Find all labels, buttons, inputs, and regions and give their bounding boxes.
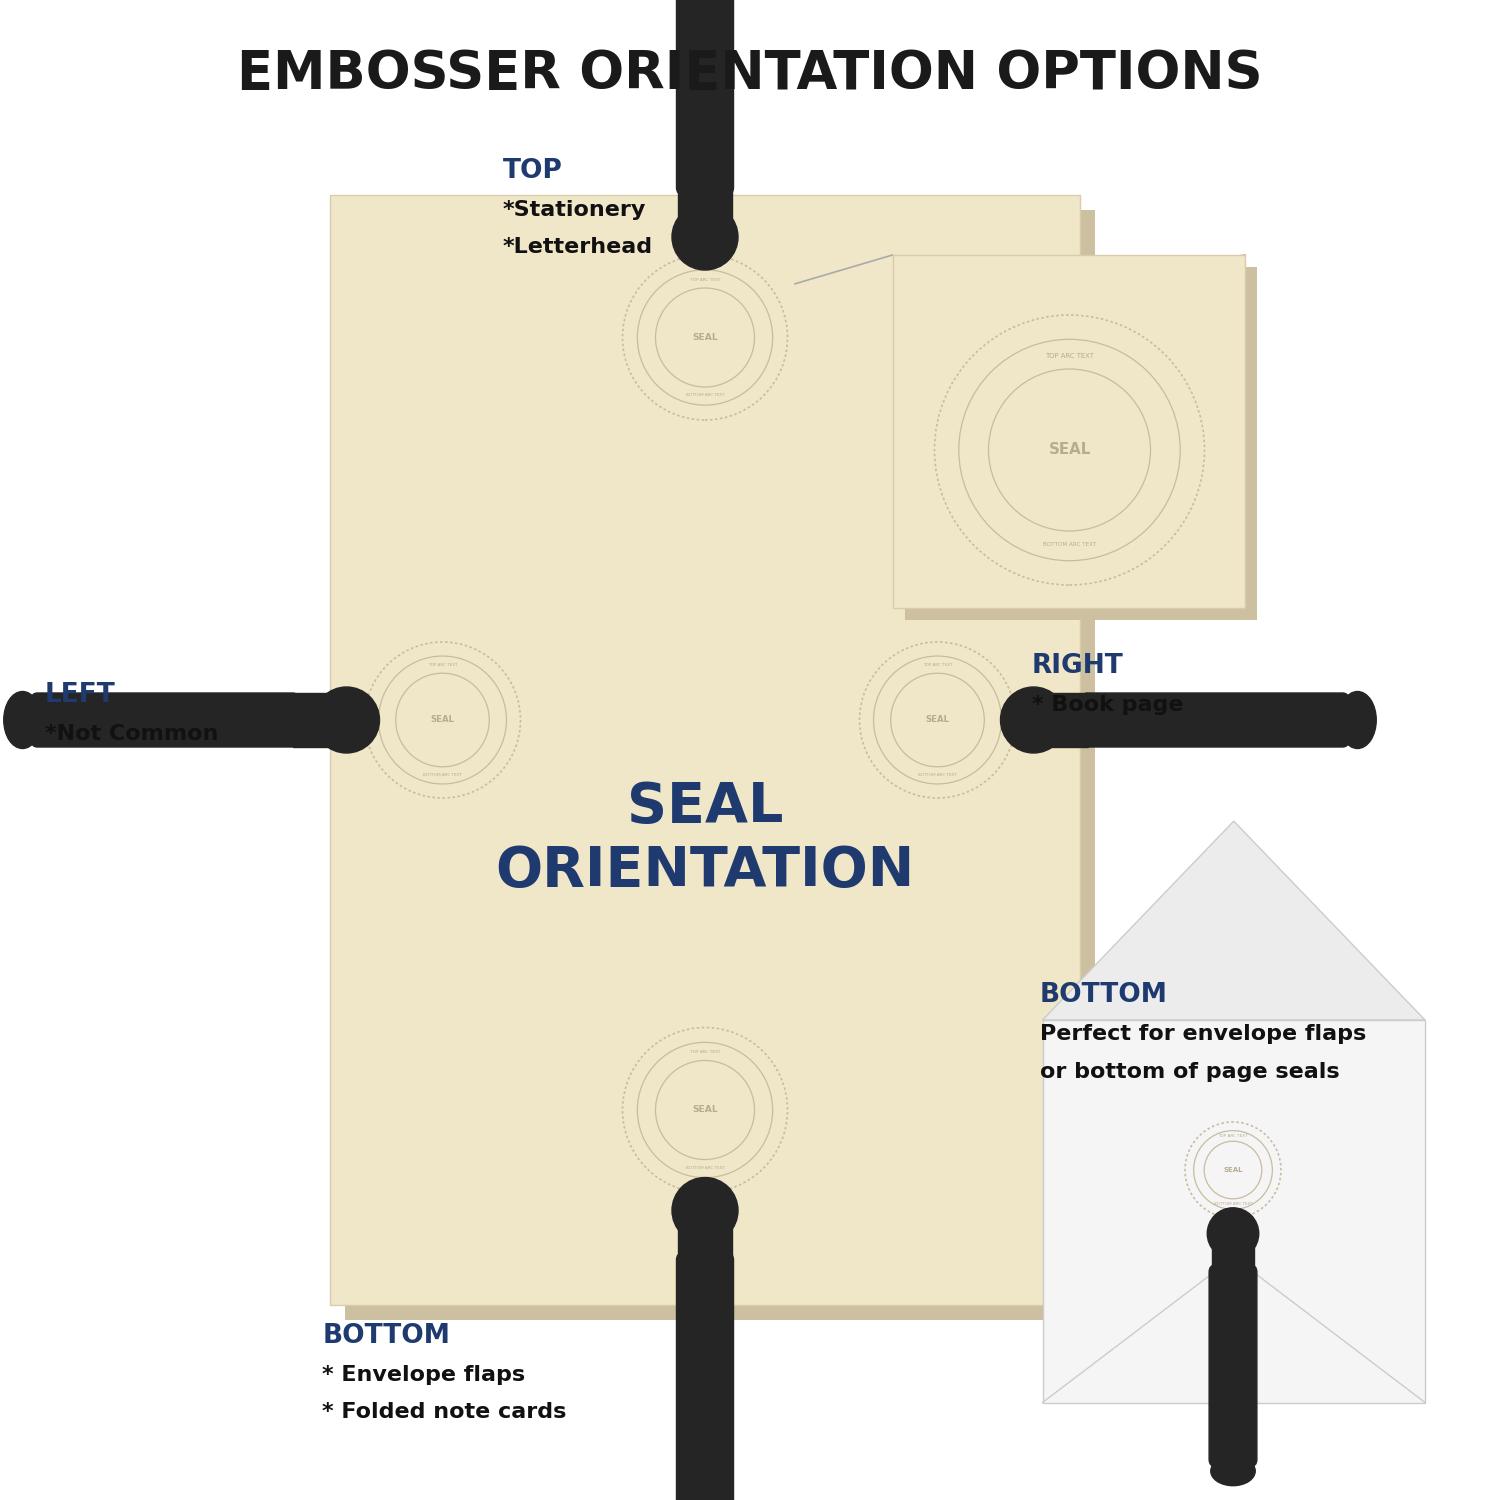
Polygon shape xyxy=(1042,821,1425,1020)
Text: SEAL: SEAL xyxy=(1048,442,1090,458)
Circle shape xyxy=(672,1178,738,1244)
Text: * Folded note cards: * Folded note cards xyxy=(322,1402,567,1422)
FancyBboxPatch shape xyxy=(904,267,1257,620)
Text: TOP ARC TEXT: TOP ARC TEXT xyxy=(427,663,458,668)
Text: TOP ARC TEXT: TOP ARC TEXT xyxy=(1046,352,1094,358)
Text: *Not Common: *Not Common xyxy=(45,724,219,744)
Circle shape xyxy=(1000,687,1066,753)
Text: * Envelope flaps: * Envelope flaps xyxy=(322,1365,525,1384)
FancyBboxPatch shape xyxy=(1042,1020,1425,1402)
FancyBboxPatch shape xyxy=(292,693,352,747)
Text: Perfect for envelope flaps: Perfect for envelope flaps xyxy=(1040,1024,1365,1044)
Text: SEAL: SEAL xyxy=(692,1106,718,1114)
Text: BOTTOM: BOTTOM xyxy=(1040,982,1167,1008)
FancyBboxPatch shape xyxy=(345,210,1095,1320)
FancyBboxPatch shape xyxy=(676,1252,734,1500)
Text: BOTTOM ARC TEXT: BOTTOM ARC TEXT xyxy=(423,772,462,777)
Text: EMBOSSER ORIENTATION OPTIONS: EMBOSSER ORIENTATION OPTIONS xyxy=(237,48,1263,100)
Text: BOTTOM ARC TEXT: BOTTOM ARC TEXT xyxy=(686,393,724,398)
Text: BOTTOM ARC TEXT: BOTTOM ARC TEXT xyxy=(686,1166,724,1170)
Text: TOP ARC TEXT: TOP ARC TEXT xyxy=(922,663,952,668)
Text: *Stationery: *Stationery xyxy=(503,200,646,219)
Text: BOTTOM ARC TEXT: BOTTOM ARC TEXT xyxy=(918,772,957,777)
FancyBboxPatch shape xyxy=(892,255,1245,608)
Text: *Letterhead: *Letterhead xyxy=(503,237,652,256)
FancyBboxPatch shape xyxy=(678,1204,732,1264)
FancyBboxPatch shape xyxy=(678,183,732,243)
FancyBboxPatch shape xyxy=(330,195,1080,1305)
Text: SEAL
ORIENTATION: SEAL ORIENTATION xyxy=(495,780,915,898)
Text: SEAL: SEAL xyxy=(692,333,718,342)
FancyBboxPatch shape xyxy=(676,0,734,195)
FancyBboxPatch shape xyxy=(32,693,299,747)
Circle shape xyxy=(672,204,738,270)
Text: TOP ARC TEXT: TOP ARC TEXT xyxy=(1218,1134,1248,1138)
Ellipse shape xyxy=(1210,1456,1255,1485)
Text: BOTTOM: BOTTOM xyxy=(322,1323,450,1348)
Text: SEAL: SEAL xyxy=(1224,1167,1242,1173)
FancyBboxPatch shape xyxy=(1028,693,1088,747)
FancyBboxPatch shape xyxy=(1082,693,1348,747)
FancyBboxPatch shape xyxy=(1212,1228,1254,1275)
Text: LEFT: LEFT xyxy=(45,682,116,708)
Text: TOP ARC TEXT: TOP ARC TEXT xyxy=(690,278,720,282)
Circle shape xyxy=(1208,1208,1258,1260)
Text: TOP ARC TEXT: TOP ARC TEXT xyxy=(690,1050,720,1054)
Circle shape xyxy=(314,687,380,753)
Text: TOP: TOP xyxy=(503,158,562,183)
Text: or bottom of page seals: or bottom of page seals xyxy=(1040,1062,1340,1082)
Text: BOTTOM ARC TEXT: BOTTOM ARC TEXT xyxy=(1214,1202,1252,1206)
Text: BOTTOM ARC TEXT: BOTTOM ARC TEXT xyxy=(1042,542,1096,548)
Ellipse shape xyxy=(3,692,40,748)
Ellipse shape xyxy=(676,1496,734,1500)
FancyBboxPatch shape xyxy=(1209,1264,1257,1467)
Text: RIGHT: RIGHT xyxy=(1032,652,1124,678)
Text: * Book page: * Book page xyxy=(1032,694,1184,714)
Text: SEAL: SEAL xyxy=(926,716,950,724)
Text: SEAL: SEAL xyxy=(430,716,454,724)
Ellipse shape xyxy=(1340,692,1377,748)
